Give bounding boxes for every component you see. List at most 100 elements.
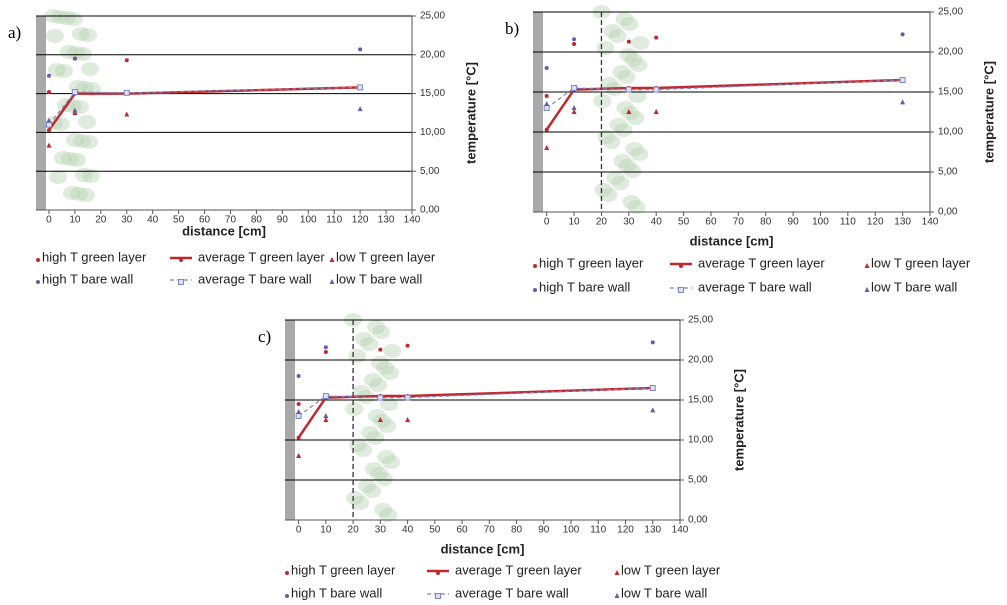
- y-tick-label: 15,00: [938, 87, 963, 98]
- legend-label: average T green layer: [198, 249, 325, 264]
- x-tick-label: 20: [596, 217, 608, 228]
- marker-dot: [36, 258, 40, 262]
- panel-label: a): [8, 23, 21, 42]
- marker-dot: [533, 264, 537, 268]
- foliage: [348, 349, 367, 363]
- marker-triangle: [650, 407, 656, 413]
- marker-dot: [323, 350, 328, 354]
- x-tick-label: 130: [378, 215, 395, 226]
- marker-dot: [36, 280, 40, 284]
- foliage: [45, 29, 64, 43]
- foliage: [371, 356, 390, 370]
- x-tick-label: 140: [404, 215, 421, 226]
- marker-triangle: [357, 106, 363, 112]
- marker-triangle: [864, 263, 870, 268]
- marker-triangle: [323, 417, 329, 422]
- foliage: [60, 152, 79, 166]
- y-tick-label: 10,00: [420, 127, 445, 138]
- marker-square: [571, 85, 578, 91]
- legend-label: high T bare wall: [42, 271, 133, 286]
- x-tick-label: 60: [199, 215, 211, 226]
- foliage: [69, 187, 88, 201]
- marker-square: [322, 393, 329, 399]
- x-tick-label: 80: [511, 525, 523, 536]
- foliage: [48, 170, 67, 184]
- foliage: [71, 27, 90, 41]
- foliage: [377, 450, 396, 464]
- x-tick-label: 110: [840, 217, 856, 228]
- foliage: [615, 12, 634, 26]
- foliage: [345, 402, 364, 416]
- marker-triangle: [296, 409, 302, 414]
- foliage: [73, 47, 92, 61]
- series-line: [298, 387, 653, 417]
- foliage: [631, 36, 650, 50]
- chart-panel: c) 0,00 5,00 10,00 15,00 20,00 25,00 0 10 20 30 40 5…: [258, 313, 746, 600]
- foliage: [369, 378, 388, 392]
- marker-dot: [626, 39, 631, 44]
- marker-dot: [533, 288, 537, 292]
- marker-square: [123, 89, 130, 96]
- foliage: [626, 111, 645, 125]
- marker-dot: [124, 58, 129, 63]
- marker-triangle: [626, 109, 632, 114]
- y-tick-label: 25,00: [688, 315, 713, 326]
- marker-square: [678, 287, 684, 293]
- legend-label: high T green layer: [42, 249, 147, 264]
- foliage: [358, 479, 377, 493]
- x-tick-label: 130: [644, 525, 661, 536]
- foliage: [379, 508, 398, 522]
- marker-dot: [285, 571, 289, 575]
- wall: [285, 320, 295, 520]
- foliage: [72, 134, 91, 148]
- foliage: [619, 48, 638, 62]
- marker-triangle: [864, 287, 870, 292]
- marker-triangle: [653, 109, 659, 114]
- x-axis-title: distance [cm]: [690, 233, 774, 248]
- series-line: [546, 79, 903, 109]
- x-tick-label: 140: [922, 217, 939, 228]
- legend-label: high T green layer: [291, 562, 396, 577]
- marker-square: [653, 86, 660, 93]
- marker-square: [45, 121, 52, 128]
- marker-dot: [378, 347, 383, 352]
- foliage: [630, 147, 649, 161]
- x-tick-label: 120: [352, 215, 369, 226]
- y-tick-label: 0,00: [938, 207, 958, 218]
- x-tick-label: 70: [225, 215, 237, 226]
- marker-dot: [46, 73, 51, 78]
- x-tick-label: 90: [538, 525, 550, 536]
- x-tick-label: 0: [544, 217, 550, 228]
- legend-label: average T bare wall: [455, 585, 569, 600]
- marker-dot: [900, 32, 905, 37]
- foliage: [611, 176, 630, 190]
- foliage: [622, 195, 641, 209]
- foliage: [354, 443, 373, 457]
- marker-triangle: [571, 109, 577, 114]
- x-tick-label: 50: [678, 217, 690, 228]
- foliage: [381, 366, 400, 380]
- foliage: [617, 70, 636, 84]
- legend-label: average T green layer: [455, 562, 582, 577]
- foliage: [625, 142, 644, 156]
- marker-dot: [572, 37, 577, 42]
- marker-dot: [46, 90, 51, 95]
- y-axis-title: temperature [°C]: [731, 369, 746, 471]
- marker-square: [899, 77, 906, 83]
- marker-dot: [544, 127, 549, 132]
- y-axis-title: temperature [°C]: [981, 61, 996, 163]
- marker-triangle: [377, 417, 383, 422]
- x-tick-label: 90: [788, 217, 800, 228]
- marker-dot: [650, 340, 655, 345]
- y-tick-label: 15,00: [420, 88, 445, 99]
- marker-square: [543, 105, 550, 111]
- foliage: [374, 503, 393, 517]
- foliage: [606, 171, 625, 185]
- x-tick-label: 100: [300, 215, 317, 226]
- foliage: [65, 133, 84, 147]
- foliage: [623, 164, 642, 178]
- x-tick-label: 60: [705, 217, 717, 228]
- marker-dot: [323, 345, 328, 350]
- foliage: [367, 320, 386, 334]
